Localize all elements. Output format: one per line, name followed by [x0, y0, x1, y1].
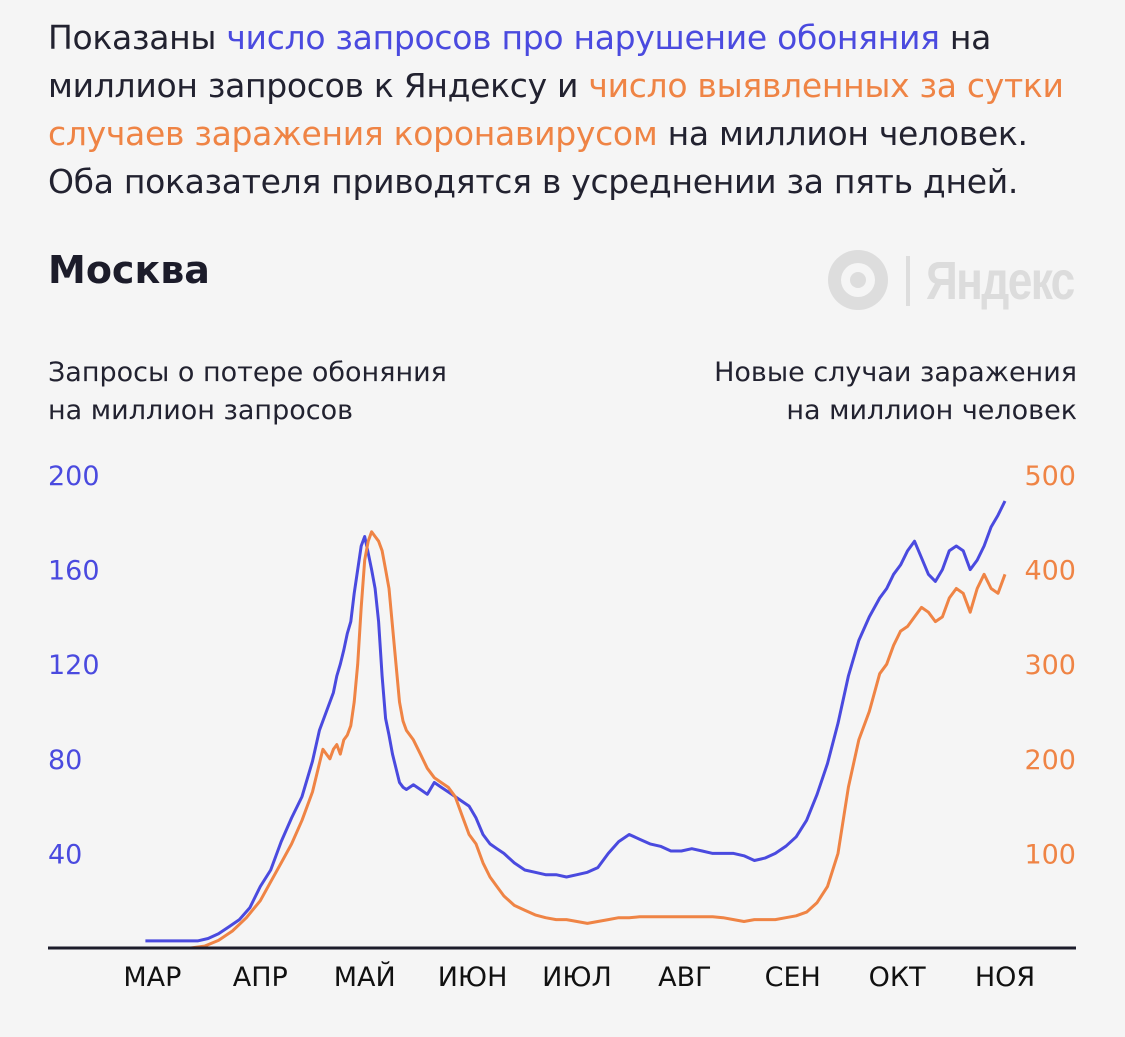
- month-label: НОЯ: [975, 962, 1035, 993]
- right-tick-label: 500: [1024, 461, 1076, 492]
- left-tick-label: 40: [48, 839, 82, 870]
- month-label: ИЮЛ: [542, 962, 612, 993]
- left-axis-title-line-1: Запросы о потере обоняния: [48, 357, 447, 388]
- intro-part-1: Показаны: [48, 18, 227, 57]
- right-tick-label: 300: [1024, 650, 1076, 681]
- left-axis-title: Запросы о потере обоняния на миллион зап…: [48, 354, 447, 430]
- left-tick-label: 200: [48, 461, 100, 492]
- yandex-logo: Яндекс: [826, 248, 1078, 312]
- month-label: ОКТ: [869, 962, 926, 993]
- intro-part-3: на миллион человек. Оба показателя приво…: [48, 114, 1028, 201]
- right-tick-label: 100: [1024, 839, 1076, 870]
- intro-text: Показаны число запросов про нарушение об…: [48, 14, 1088, 206]
- city-title: Москва: [48, 248, 210, 292]
- month-label: ИЮН: [438, 962, 508, 993]
- month-label: АВГ: [658, 962, 711, 993]
- left-axis-title-line-2: на миллион запросов: [48, 395, 354, 426]
- covid-cases-line: [162, 530, 1007, 950]
- yandex-logo-word: Яндекс: [926, 251, 1075, 311]
- left-tick-label: 160: [48, 556, 100, 587]
- intro-part-2: на миллион запросов к Яндексу и: [48, 18, 992, 105]
- intro-orange-text: число выявленных за сутки случаев зараже…: [48, 66, 1064, 153]
- left-tick-label: 80: [48, 745, 82, 776]
- smell-queries-line: [145, 500, 1007, 943]
- right-tick-label: 400: [1024, 556, 1076, 587]
- month-label: МАЙ: [334, 961, 396, 993]
- right-axis-title-line-1: Новые случаи заражения: [714, 357, 1077, 388]
- month-label: МАР: [123, 962, 181, 993]
- intro-blue-text: число запросов про нарушение обоняния: [226, 18, 940, 57]
- right-tick-label: 200: [1024, 745, 1076, 776]
- yandex-logo-icon: [828, 250, 910, 310]
- month-label: АПР: [233, 962, 288, 993]
- right-axis-title: Новые случаи заражения на миллион челове…: [714, 354, 1077, 430]
- right-axis-title-line-2: на миллион человек: [786, 395, 1077, 426]
- left-tick-label: 120: [48, 650, 100, 681]
- month-label: СЕН: [765, 962, 821, 993]
